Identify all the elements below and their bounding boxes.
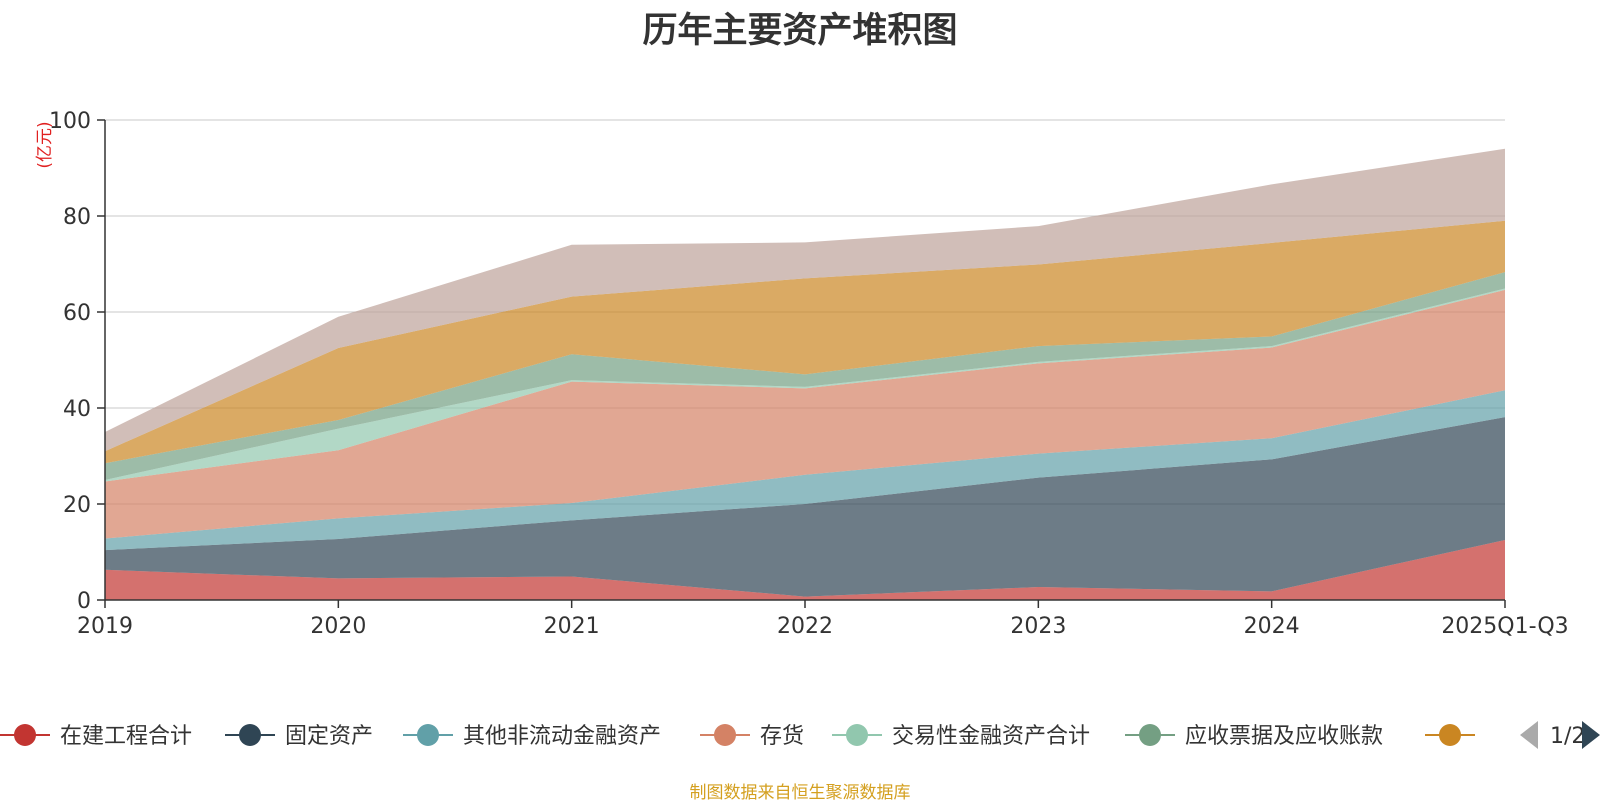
area-series-4 [105, 289, 1505, 539]
legend-marker [714, 724, 736, 746]
legend-label: 交易性金融资产合计 [892, 724, 1090, 749]
y-tick-label: 20 [63, 493, 91, 518]
x-tick-label: 2022 [777, 614, 833, 639]
x-tick-label: 2019 [77, 614, 133, 639]
x-tick-label: 2023 [1010, 614, 1066, 639]
legend-label: 其他非流动金融资产 [463, 724, 661, 749]
y-tick-label: 100 [49, 109, 91, 134]
legend-item[interactable] [1425, 724, 1475, 746]
y-tick-label: 80 [63, 205, 91, 230]
area-series-1 [105, 540, 1505, 600]
x-tick-label: 2025Q1-Q3 [1441, 614, 1568, 639]
area-series-6 [105, 272, 1505, 480]
legend-marker [1439, 724, 1461, 746]
y-tick-label: 60 [63, 301, 91, 326]
legend-marker [846, 724, 868, 746]
area-series-7 [105, 220, 1505, 464]
legend[interactable]: 在建工程合计 固定资产 其他非流动金融资产 存货 交易性金融资产合计 应收票据及应收账款 1… [0, 721, 1600, 749]
chart-title: 历年主要资产堆积图 [642, 11, 958, 51]
legend-label: 应收票据及应收账款 [1185, 724, 1383, 749]
legend-marker [1139, 724, 1161, 746]
legend-item[interactable]: 应收票据及应收账款 [1125, 724, 1383, 749]
area-series-2 [105, 417, 1505, 597]
legend-item[interactable]: 在建工程合计 [0, 724, 192, 749]
y-tick-label: 40 [63, 397, 91, 422]
legend-item[interactable]: 交易性金融资产合计 [832, 724, 1090, 749]
triangle-right-icon[interactable] [1582, 721, 1600, 749]
area-series-5 [105, 288, 1505, 482]
legend-item[interactable]: 固定资产 [225, 724, 373, 749]
x-tick-label: 2020 [310, 614, 366, 639]
legend-label: 存货 [760, 724, 804, 749]
area-series [105, 148, 1505, 600]
legend-item[interactable]: 存货 [700, 724, 804, 749]
legend-label: 固定资产 [285, 724, 373, 749]
area-series-3 [105, 390, 1505, 551]
legend-page-indicator: 1/2 [1550, 724, 1585, 749]
y-tick-label: 0 [77, 589, 91, 614]
x-tick-label: 2021 [544, 614, 600, 639]
legend-marker [239, 724, 261, 746]
legend-item[interactable]: 其他非流动金融资产 [403, 724, 661, 749]
triangle-left-icon[interactable] [1520, 721, 1538, 749]
source-note: 制图数据来自恒生聚源数据库 [689, 783, 911, 803]
area-series-8 [105, 148, 1505, 452]
legend-marker [14, 724, 36, 746]
legend-label: 在建工程合计 [60, 724, 192, 749]
axes: 0 20 40 60 80 100 2019 2020 2021 2022 2023 2024 2025… [35, 109, 1569, 639]
y-axis-unit: (亿元) [35, 121, 55, 168]
x-tick-label: 2024 [1244, 614, 1300, 639]
legend-marker [417, 724, 439, 746]
